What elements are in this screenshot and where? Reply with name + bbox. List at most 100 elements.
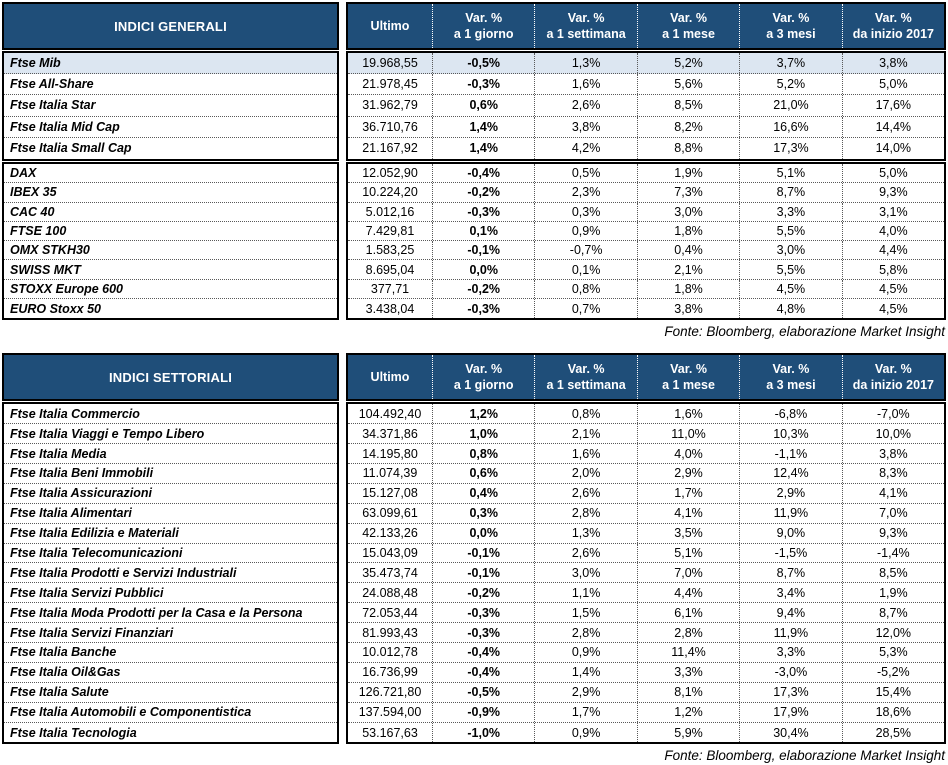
index-data-row: 1.583,25 -0,1% -0,7% 0,4% 3,0% 4,4%	[348, 241, 944, 261]
column-header-var: Var. % a 1 settimana	[534, 4, 636, 48]
index-data-row: 24.088,48 -0,2% 1,1% 4,4% 3,4% 1,9%	[348, 583, 944, 604]
column-header-var: Var. % da inizio 2017	[841, 355, 944, 400]
var-label: Var. %	[772, 10, 810, 25]
var-cell: 3,3%	[636, 662, 739, 682]
var-cell: 3,5%	[636, 523, 739, 543]
var-period: a 3 mesi	[766, 378, 816, 393]
var-cell: 2,1%	[636, 260, 739, 279]
var-cell: 1,4%	[432, 116, 534, 137]
index-data-row: 15.043,09 -0,1% 2,6% 5,1% -1,5% -1,4%	[348, 543, 944, 564]
var-cell: 4,4%	[636, 583, 739, 603]
index-data-row: 12.052,90 -0,4% 0,5% 1,9% 5,1% 5,0%	[348, 163, 944, 184]
var-cell: 4,0%	[636, 444, 739, 463]
var-label: Var. %	[874, 10, 912, 25]
ultimo-cell: 5.012,16	[365, 204, 415, 219]
index-data-row: 11.074,39 0,6% 2,0% 2,9% 12,4% 8,3%	[348, 463, 944, 484]
var-cell: 11,9%	[739, 623, 841, 642]
index-name-cell: Ftse Italia Salute	[4, 683, 337, 703]
ultimo-cell: 14.195,80	[362, 446, 418, 461]
column-header-row: Ultimo Var. % a 1 giorno Var. % a 1 settima…	[346, 2, 946, 50]
ultimo-cell: 1.583,25	[365, 243, 415, 258]
var-cell: 4,5%	[841, 299, 944, 319]
index-name-cell: DAX	[4, 164, 337, 184]
var-cell: 8,2%	[636, 116, 739, 137]
index-name-cell: FTSE 100	[4, 222, 337, 242]
var-cell: 2,8%	[534, 623, 636, 642]
index-name-cell: Ftse Italia Edilizia e Materiali	[4, 524, 337, 544]
index-data-row: 14.195,80 0,8% 1,6% 4,0% -1,1% 3,8%	[348, 444, 944, 464]
var-period: a 1 settimana	[546, 27, 626, 41]
var-cell: 16,6%	[739, 116, 841, 137]
index-data-row: 15.127,08 0,4% 2,6% 1,7% 2,9% 4,1%	[348, 483, 944, 504]
column-header-var: Var. % a 1 settimana	[534, 355, 636, 400]
var-cell: 2,3%	[534, 183, 636, 202]
var-cell: 17,6%	[841, 95, 944, 116]
column-header-var: Var. % da inizio 2017	[841, 4, 944, 48]
ultimo-cell: 11.074,39	[362, 466, 418, 481]
var-cell: 11,9%	[739, 503, 841, 523]
var-cell: 7,0%	[841, 503, 944, 523]
column-header-var: Var. % a 3 mesi	[739, 355, 841, 400]
var-cell: 5,1%	[636, 543, 739, 563]
column-header-row: Ultimo Var. % a 1 giorno Var. % a 1 settima…	[346, 353, 946, 402]
index-name-cell: Ftse Italia Automobili e Componentistica	[4, 703, 337, 723]
var-cell: 0,3%	[534, 202, 636, 221]
var-cell: 5,8%	[841, 260, 944, 279]
var-cell: -0,1%	[432, 543, 534, 563]
index-data-row: 31.962,79 0,6% 2,6% 8,5% 21,0% 17,6%	[348, 95, 944, 117]
index-name-cell: Ftse Italia Beni Immobili	[4, 464, 337, 484]
var-cell: 28,5%	[841, 722, 944, 743]
indici-generali-table: INDICI GENERALI Ftse Mib Ftse All-Share Ft…	[2, 2, 946, 321]
var-cell: 6,1%	[636, 603, 739, 623]
index-data-row: 34.371,86 1,0% 2,1% 11,0% 10,3% 10,0%	[348, 424, 944, 445]
var-period: da inizio 2017	[852, 378, 934, 393]
var-cell: 8,5%	[841, 563, 944, 583]
var-period: a 3 mesi	[766, 27, 816, 41]
var-period: da inizio 2017	[852, 27, 934, 41]
index-data-row: 137.594,00 -0,9% 1,7% 1,2% 17,9% 18,6%	[348, 702, 944, 723]
var-cell: 1,2%	[636, 702, 739, 722]
var-cell: 0,5%	[534, 163, 636, 183]
var-cell: 9,3%	[841, 183, 944, 202]
var-cell: -1,5%	[739, 543, 841, 563]
var-cell: 8,7%	[739, 183, 841, 202]
index-data-row: 21.167,92 1,4% 4,2% 8,8% 17,3% 14,0%	[348, 137, 944, 159]
var-cell: 8,5%	[636, 95, 739, 116]
var-cell: 1,1%	[534, 583, 636, 603]
index-label-column: INDICI GENERALI Ftse Mib Ftse All-Share Ft…	[2, 2, 339, 321]
var-cell: 9,0%	[739, 523, 841, 543]
index-data-column: Ultimo Var. % a 1 giorno Var. % a 1 settima…	[346, 2, 946, 321]
var-cell: 0,9%	[534, 722, 636, 743]
var-cell: 1,9%	[841, 583, 944, 603]
var-cell: 9,3%	[841, 523, 944, 543]
index-name-cell: Ftse Italia Tecnologia	[10, 725, 137, 740]
var-cell: 5,6%	[636, 74, 739, 95]
index-name-cell: Ftse Italia Star	[4, 95, 337, 117]
var-cell: -0,5%	[432, 682, 534, 702]
var-cell: -0,1%	[432, 241, 534, 260]
index-label-block: Ftse Mib Ftse All-Share Ftse Italia Star Ft…	[2, 51, 339, 161]
column-header-var: Var. % a 1 mese	[636, 4, 739, 48]
var-cell: 15,4%	[841, 682, 944, 702]
var-cell: 2,0%	[534, 463, 636, 483]
var-cell: 1,3%	[534, 53, 636, 74]
var-cell: 1,0%	[432, 424, 534, 444]
var-cell: 4,0%	[841, 221, 944, 241]
column-header-ultimo: Ultimo	[370, 19, 410, 33]
var-cell: 10,3%	[739, 424, 841, 444]
var-cell: 7,0%	[636, 563, 739, 583]
var-cell: 5,0%	[841, 163, 944, 183]
var-cell: 0,6%	[432, 463, 534, 483]
index-name-cell: Ftse Italia Alimentari	[4, 504, 337, 524]
var-cell: 3,3%	[739, 202, 841, 221]
var-cell: 4,2%	[534, 137, 636, 159]
var-cell: 0,8%	[534, 279, 636, 299]
var-cell: 17,3%	[739, 137, 841, 159]
var-cell: 8,8%	[636, 137, 739, 159]
ultimo-cell: 63.099,61	[362, 506, 418, 521]
var-cell: 1,7%	[534, 702, 636, 722]
ultimo-cell: 8.695,04	[365, 262, 415, 277]
ultimo-cell: 10.012,78	[362, 645, 418, 660]
index-name-cell: Ftse Italia Viaggi e Tempo Libero	[4, 424, 337, 445]
